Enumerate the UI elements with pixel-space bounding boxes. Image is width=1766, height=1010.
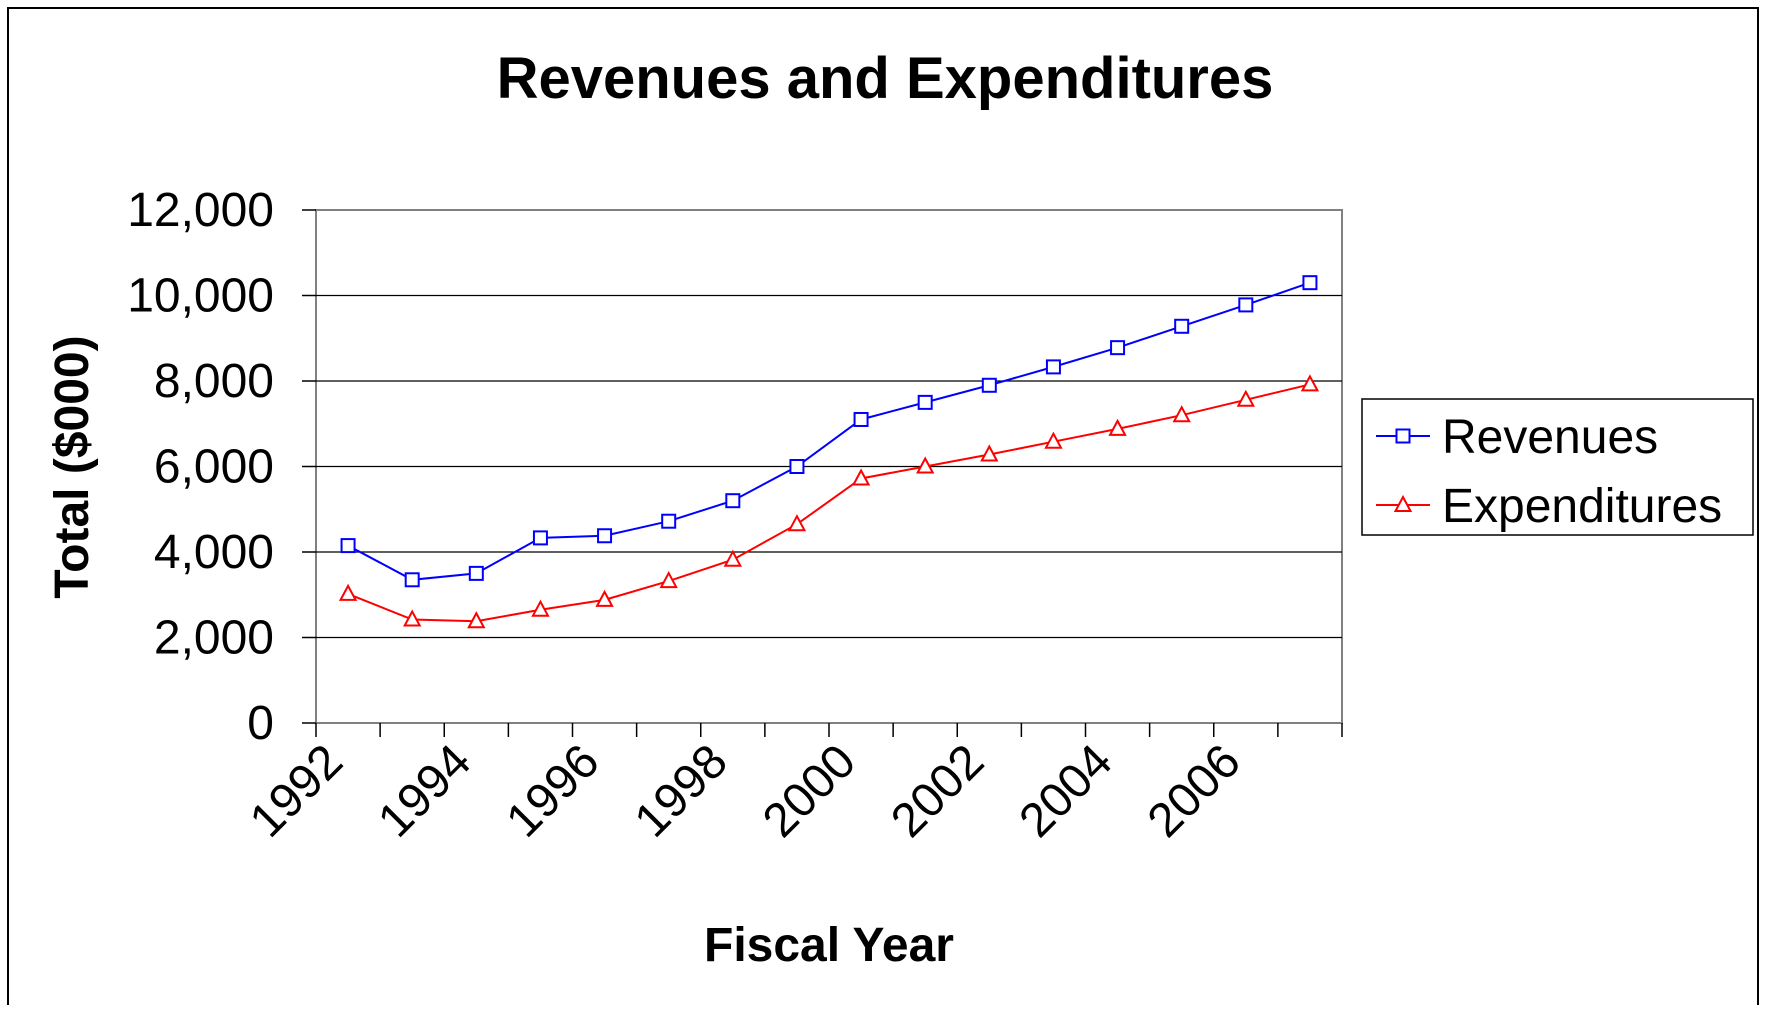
y-tick-label: 6,000 <box>154 441 274 494</box>
revenues-point <box>917 394 933 410</box>
legend-label-revenues: Revenues <box>1442 411 1658 464</box>
revenues-point <box>853 411 869 427</box>
legend-label-expenditures: Expenditures <box>1442 480 1722 533</box>
expenditures-point <box>531 599 550 617</box>
expenditures-point <box>1108 418 1127 436</box>
revenues-point <box>725 493 741 509</box>
revenues-point <box>1302 275 1318 291</box>
y-tick-label: 2,000 <box>154 612 274 665</box>
expenditures-point <box>467 611 486 629</box>
expenditures-point <box>659 570 678 589</box>
expenditures-point <box>1044 431 1063 449</box>
revenues-point <box>661 513 677 529</box>
expenditures-point <box>723 549 742 567</box>
revenues-line <box>347 281 1311 581</box>
y-tick-label: 12,000 <box>127 184 274 237</box>
legend-marker-expenditures <box>1393 494 1413 512</box>
expenditures-point <box>851 468 871 486</box>
series-layer <box>338 275 1320 629</box>
revenues-point <box>1045 359 1061 375</box>
revenues-point <box>981 377 997 393</box>
x-axis-title: Fiscal Year <box>704 919 954 972</box>
expenditures-point <box>595 589 614 607</box>
y-tick-label: 10,000 <box>127 270 274 323</box>
y-tick-label: 8,000 <box>154 355 274 408</box>
y-tick-label: 4,000 <box>154 526 274 579</box>
expenditures-point <box>1172 405 1191 423</box>
expenditures-point <box>403 609 422 627</box>
expenditures-point <box>980 444 999 462</box>
expenditures-point <box>787 514 807 532</box>
revenues-point <box>468 565 484 581</box>
legend-marker-revenues <box>1395 428 1411 444</box>
expenditures-point <box>1300 374 1320 392</box>
revenues-point <box>404 572 420 588</box>
y-tick-label: 0 <box>247 697 274 750</box>
revenues-point <box>340 538 356 554</box>
revenues-point <box>532 530 548 546</box>
y-axis: 0 2,000 4,000 6,000 8,000 10,000 12,000 <box>127 184 316 750</box>
legend: Revenues Expenditures <box>1361 398 1754 536</box>
revenues-point <box>789 459 805 474</box>
revenues-point <box>1110 340 1126 356</box>
y-axis-title: Total ($000) <box>46 335 99 598</box>
expenditures-point <box>916 456 935 474</box>
legend-box <box>1361 398 1754 536</box>
revenues-point <box>1238 297 1254 313</box>
expenditures-point <box>1236 389 1255 407</box>
expenditures-line <box>347 383 1311 623</box>
revenues-point <box>597 528 613 544</box>
revenues-point <box>1174 318 1190 334</box>
chart-title: Revenues and Expenditures <box>497 46 1274 111</box>
expenditures-point <box>338 583 358 601</box>
grid-lines <box>316 294 1342 639</box>
